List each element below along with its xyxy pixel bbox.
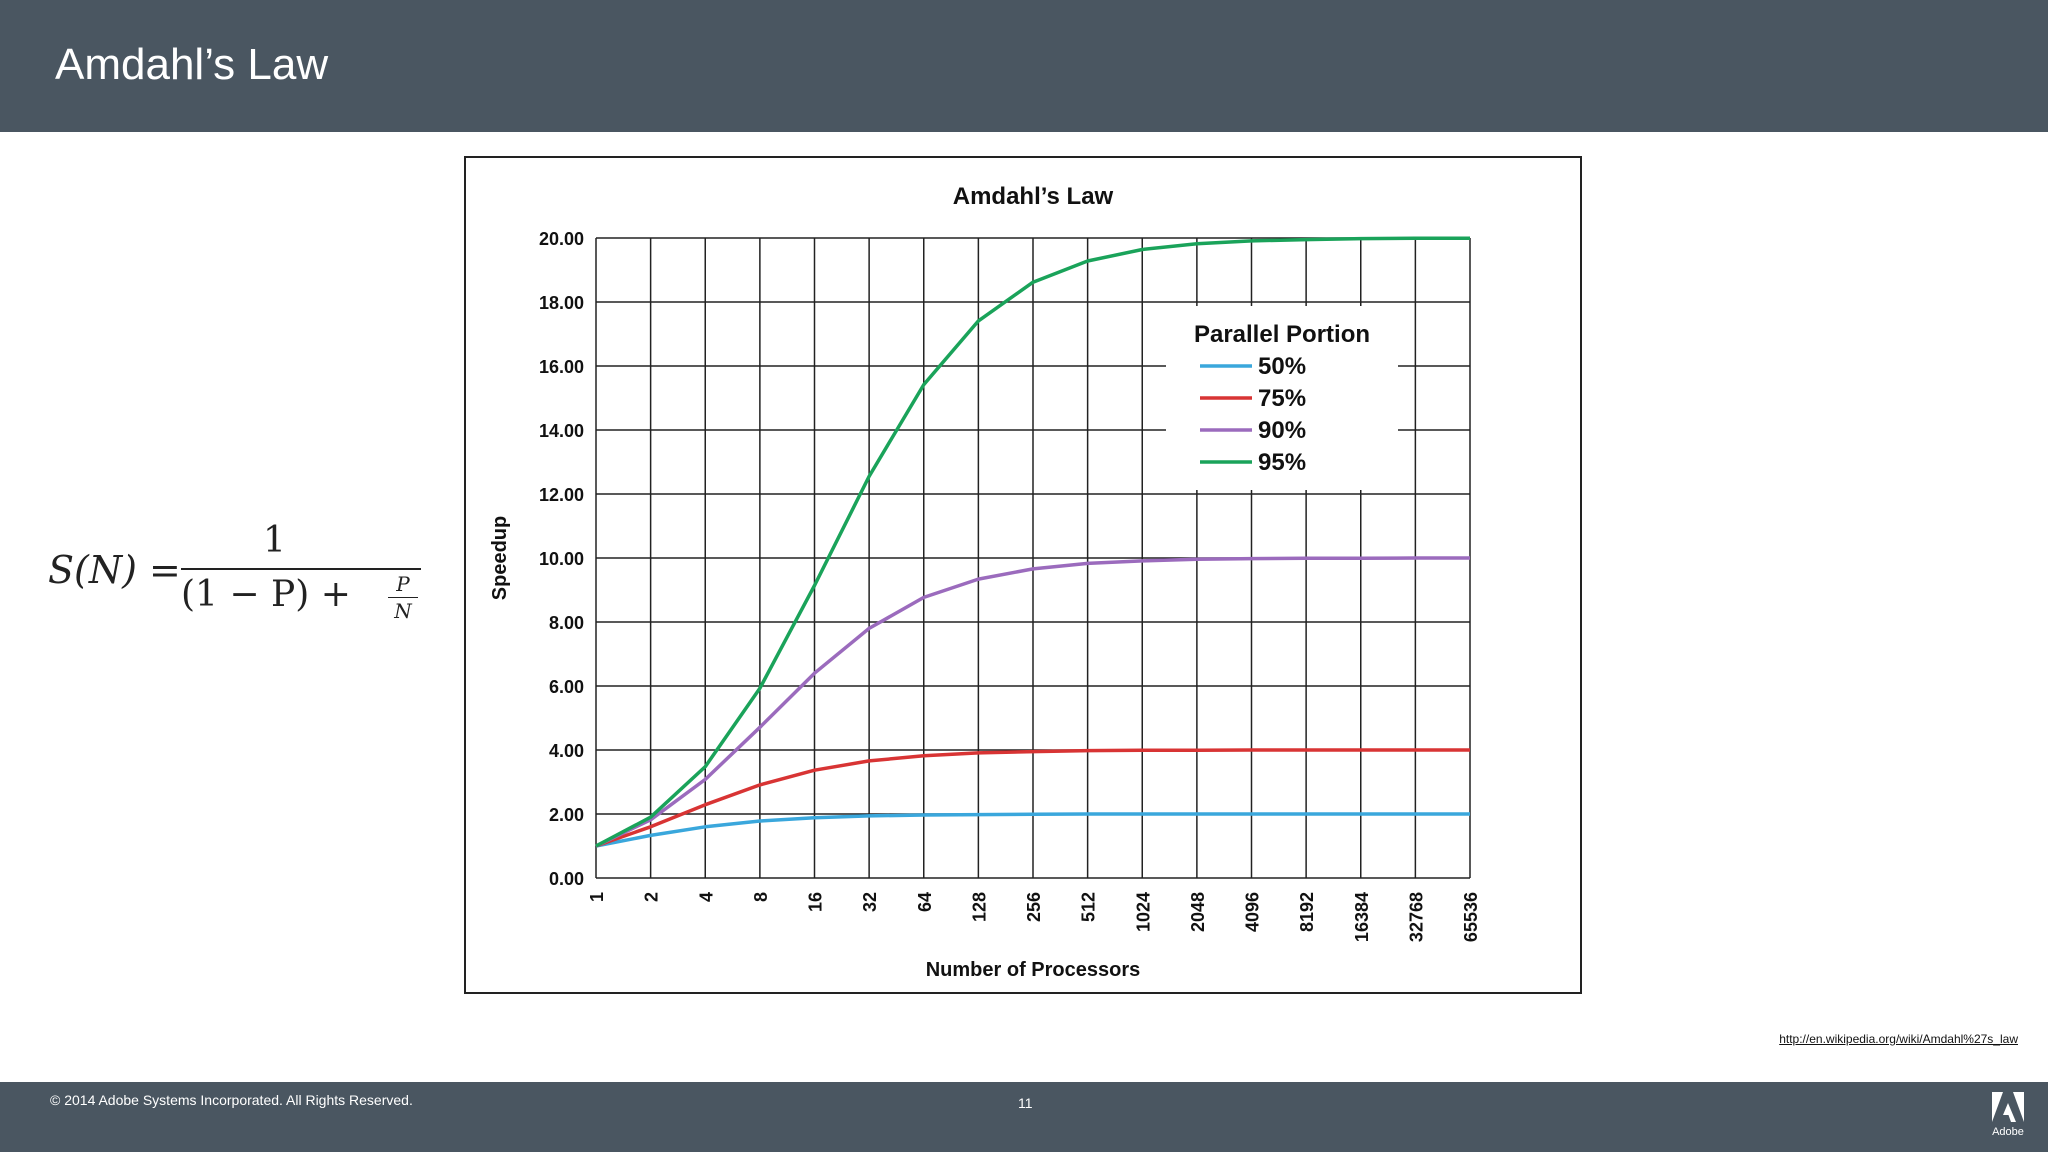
x-tick-label: 65536 [1461, 892, 1481, 942]
series-line-90pct [595, 556, 1470, 848]
x-tick-label: 1024 [1133, 892, 1153, 932]
legend-entry: 50% [1258, 353, 1306, 380]
x-tick-label: 4 [696, 892, 716, 902]
x-tick-label: 2 [642, 892, 662, 902]
x-tick-label: 4096 [1243, 892, 1263, 932]
y-axis-label: Speedup [489, 516, 511, 600]
y-tick-label: 2.00 [549, 805, 584, 825]
formula-fraction-bar [181, 568, 421, 570]
series-line-50pct [595, 812, 1470, 848]
slide-footer: © 2014 Adobe Systems Incorporated. All R… [0, 1082, 2048, 1152]
series-line-75pct [595, 748, 1470, 848]
legend-entry: 75% [1258, 385, 1306, 412]
x-tick-label: 32 [860, 892, 880, 912]
y-tick-label: 0.00 [549, 869, 584, 889]
x-axis-label: Number of Processors [926, 959, 1141, 981]
x-tick-label: 128 [969, 892, 989, 922]
x-tick-label: 64 [915, 892, 935, 912]
slide-title: Amdahl’s Law [55, 40, 329, 89]
x-tick-label: 1 [587, 892, 607, 902]
y-tick-label: 14.00 [539, 421, 584, 441]
y-tick-label: 20.00 [539, 229, 584, 249]
x-tick-label: 256 [1024, 892, 1044, 922]
formula-small-denominator: N [394, 599, 412, 623]
slide-header: Amdahl’s Law [0, 0, 2048, 132]
x-tick-label: 8 [751, 892, 771, 902]
adobe-logo-icon [1992, 1092, 2024, 1122]
x-tick-label: 8192 [1297, 892, 1317, 932]
chart-svg: Amdahl’s Law 0.00 2.00 4.00 6.00 8.00 10.00 12.… [489, 183, 1481, 981]
chart-title: Amdahl’s Law [953, 183, 1114, 210]
y-tick-label: 12.00 [539, 485, 584, 505]
legend-title: Parallel Portion [1194, 321, 1370, 348]
y-tick-label: 18.00 [539, 293, 584, 313]
x-tick-label: 2048 [1188, 892, 1208, 932]
formula-denominator: (1 − P) + [181, 574, 351, 615]
amdahl-chart: Amdahl’s Law 0.00 2.00 4.00 6.00 8.00 10.00 12.… [464, 156, 1582, 994]
x-tick-label: 16384 [1352, 892, 1372, 942]
adobe-logo-label: Adobe [1992, 1126, 2024, 1138]
x-tick-label: 512 [1079, 892, 1099, 922]
formula-small-fraction: P N [388, 572, 418, 623]
formula-small-bar [388, 597, 418, 598]
x-tick-label: 16 [806, 892, 826, 912]
series-line-95pct [595, 236, 1470, 848]
legend-entry: 90% [1258, 417, 1306, 444]
amdahl-formula: S(N) = 1 (1 − P) + P N [48, 520, 421, 640]
formula-numerator: 1 [263, 520, 286, 561]
copyright-text: © 2014 Adobe Systems Incorporated. All R… [50, 1092, 413, 1108]
adobe-logo: Adobe [1990, 1092, 2026, 1144]
y-tick-label: 10.00 [539, 549, 584, 569]
y-tick-label: 6.00 [549, 677, 584, 697]
legend-entry: 95% [1258, 449, 1306, 476]
source-link[interactable]: http://en.wikipedia.org/wiki/Amdahl%27s_… [1779, 1032, 2018, 1046]
y-tick-label: 8.00 [549, 613, 584, 633]
page-number: 11 [1018, 1095, 1033, 1111]
y-tick-label: 16.00 [539, 357, 584, 377]
x-tick-label: 32768 [1406, 892, 1426, 942]
formula-lhs: S(N) = [48, 548, 181, 592]
y-tick-label: 4.00 [549, 741, 584, 761]
formula-small-numerator: P [396, 572, 410, 596]
